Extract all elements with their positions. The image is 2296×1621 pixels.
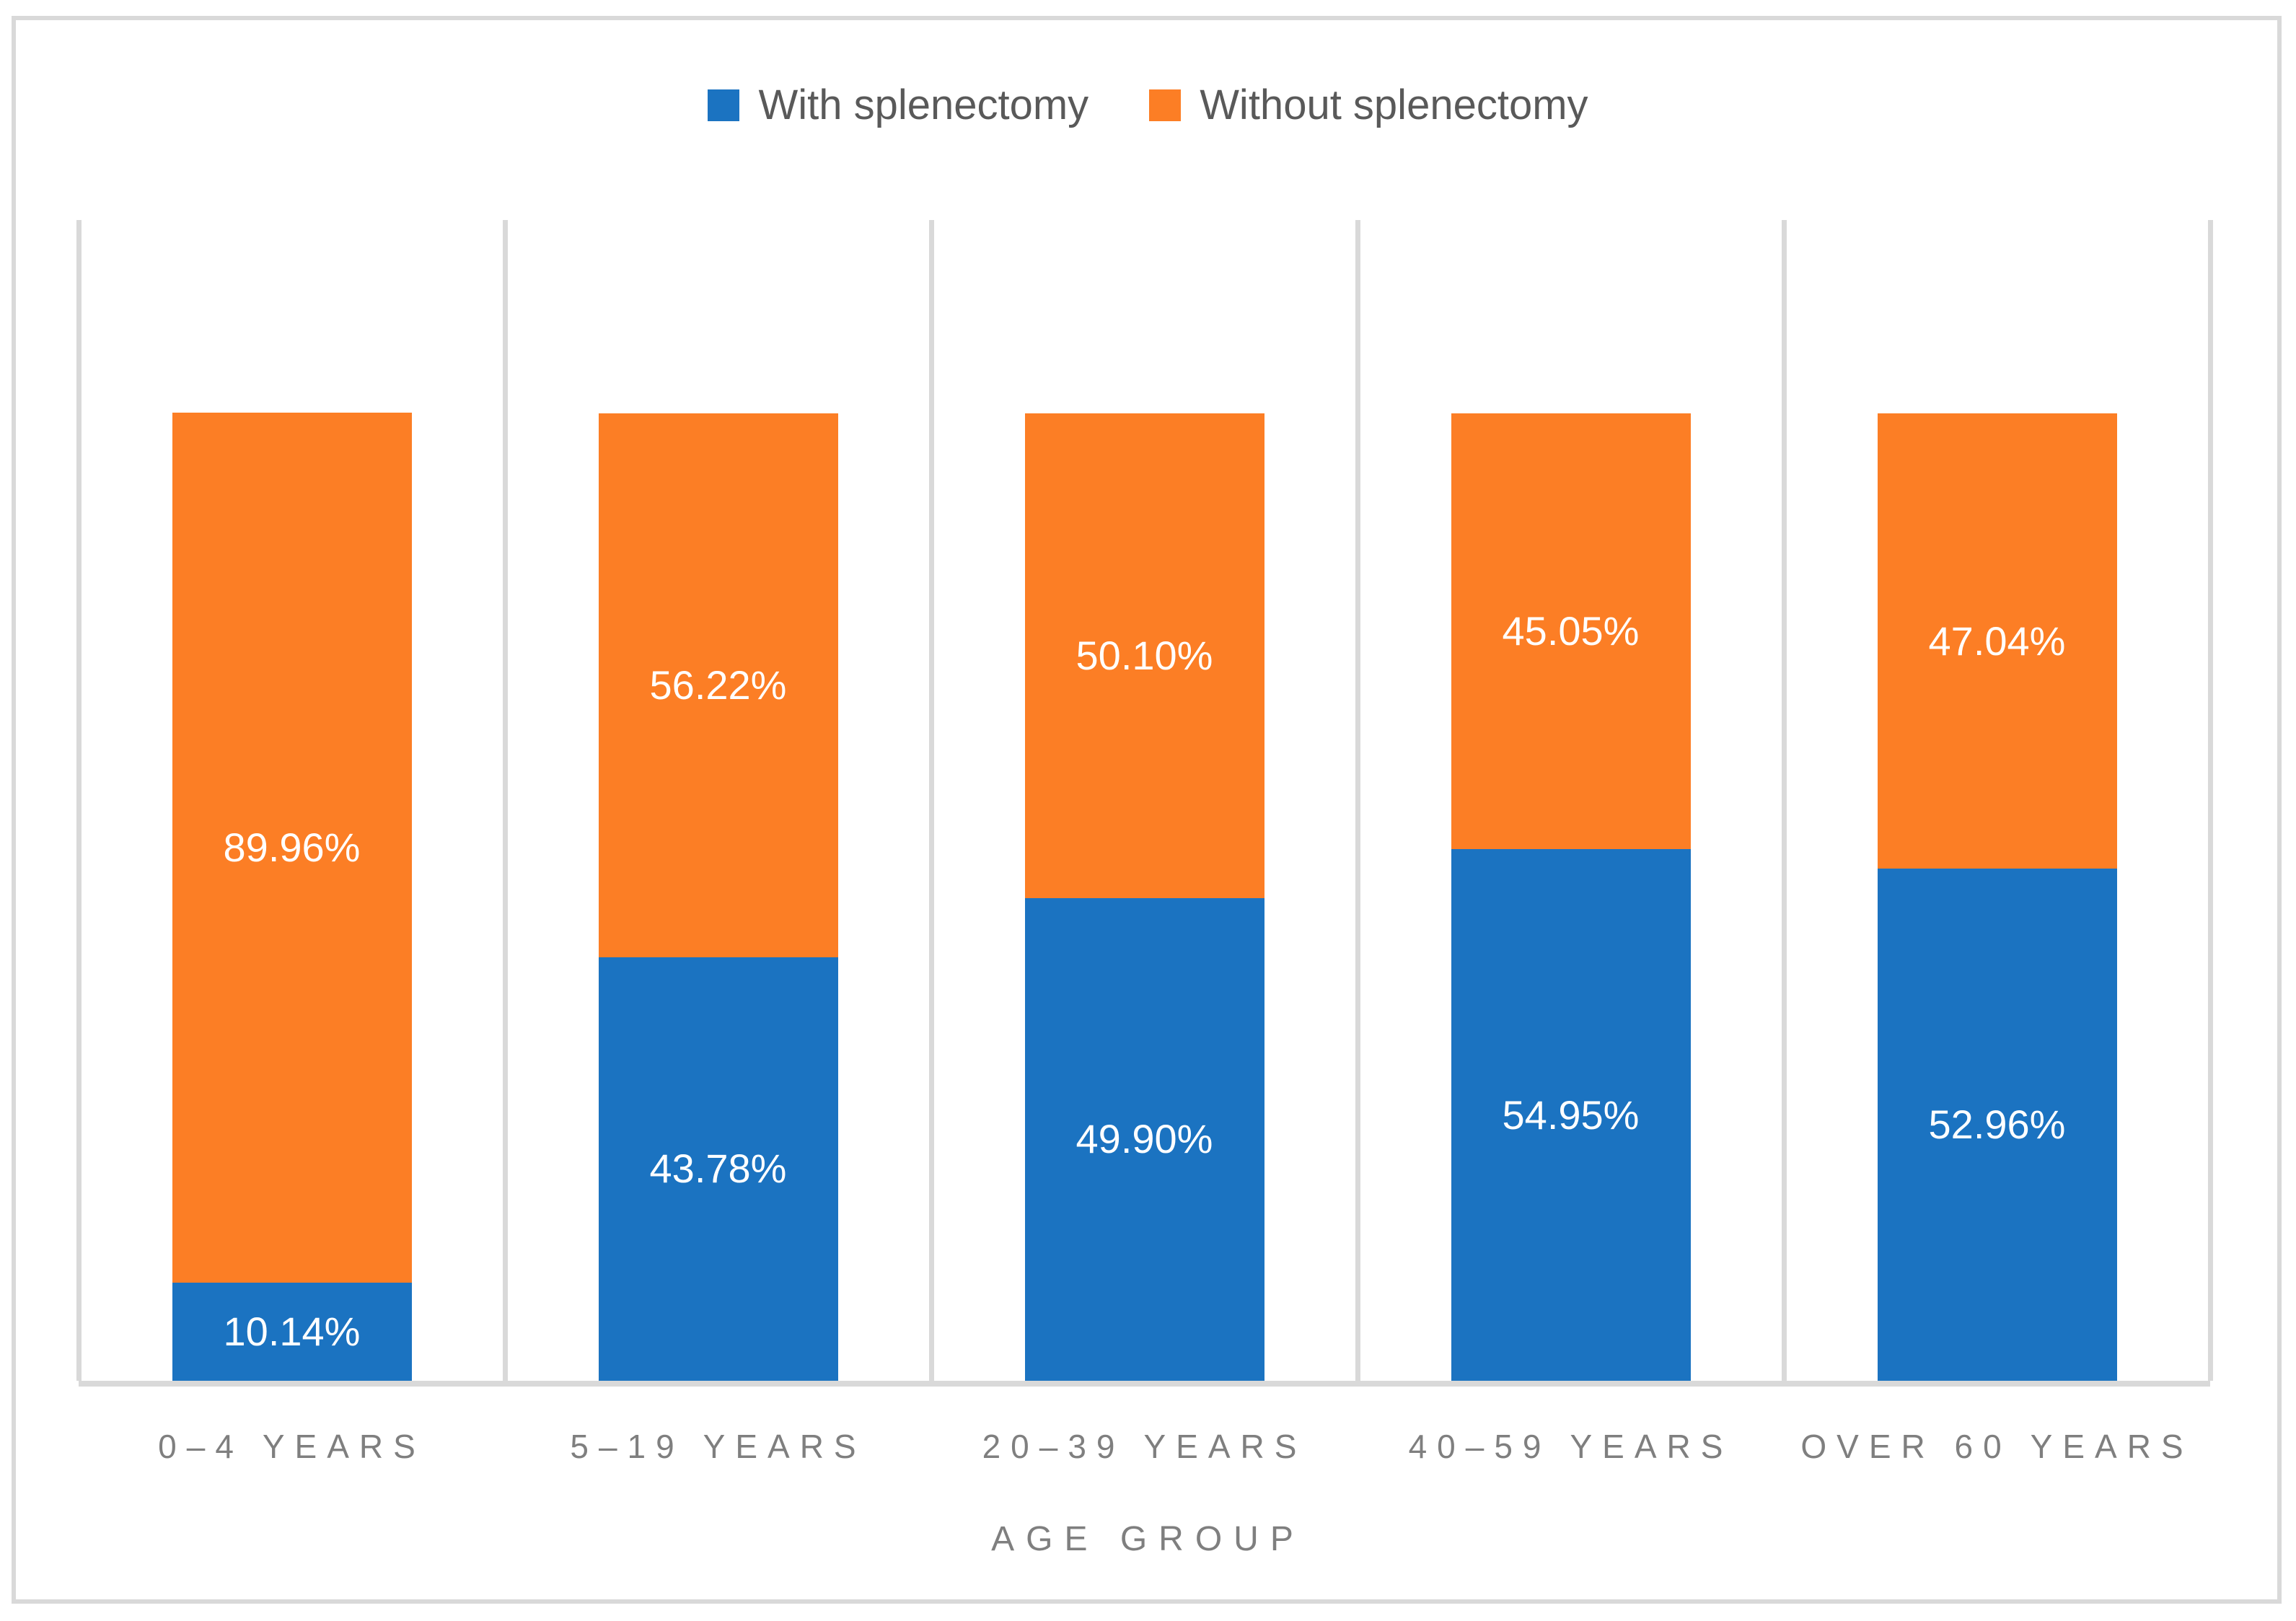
segment-with-splenectomy: 43.78%: [598, 957, 838, 1381]
category-separator-gridline: [1355, 220, 1360, 1381]
segment-with-splenectomy: 52.96%: [1877, 868, 2117, 1381]
data-label: 52.96%: [1928, 1101, 2066, 1147]
plot-area: 89.96% 10.14% 56.22% 43.78% 50.10% 49.90% 45.0…: [76, 220, 2213, 1387]
data-label: 89.96%: [223, 824, 361, 870]
data-label: 49.90%: [1076, 1116, 1213, 1162]
legend-item-without-splenectomy: Without splenectomy: [1149, 84, 1588, 126]
category-label: 0–4 YEARS: [158, 1428, 426, 1465]
segment-without-splenectomy: 56.22%: [598, 413, 838, 957]
category-label: 5–19 YEARS: [570, 1428, 866, 1465]
blue-square-icon: [708, 89, 740, 121]
segment-without-splenectomy: 47.04%: [1877, 413, 2117, 869]
segment-without-splenectomy: 50.10%: [1024, 413, 1264, 898]
segment-without-splenectomy: 89.96%: [172, 412, 412, 1283]
data-label: 56.22%: [649, 662, 787, 708]
stacked-bar-over-60-years: 47.04% 52.96%: [1877, 413, 2117, 1381]
data-label: 43.78%: [649, 1146, 787, 1192]
data-label: 50.10%: [1076, 633, 1213, 679]
segment-without-splenectomy: 45.05%: [1451, 413, 1691, 850]
data-label: 10.14%: [223, 1309, 361, 1355]
category-separator-gridline: [502, 220, 508, 1381]
stacked-bar-20-39-years: 50.10% 49.90%: [1024, 413, 1264, 1381]
category-separator-gridline: [1781, 220, 1787, 1381]
category-axis-labels: 0–4 YEARS 5–19 YEARS 20–39 YEARS 40–59 YEAR…: [0, 1421, 2296, 1472]
legend-item-with-splenectomy: With splenectomy: [708, 84, 1088, 126]
segment-with-splenectomy: 54.95%: [1451, 849, 1691, 1381]
category-separator-gridline: [928, 220, 934, 1381]
data-label: 45.05%: [1502, 608, 1640, 654]
category-label: 20–39 YEARS: [982, 1428, 1307, 1465]
data-label: 54.95%: [1502, 1091, 1640, 1138]
category-label: 40–59 YEARS: [1408, 1428, 1733, 1465]
segment-with-splenectomy: 10.14%: [172, 1283, 412, 1381]
legend-label: With splenectomy: [758, 82, 1089, 128]
stacked-bar-40-59-years: 45.05% 54.95%: [1451, 413, 1691, 1381]
stacked-bar-0-4-years: 89.96% 10.14%: [172, 412, 412, 1381]
category-separator-gridline: [76, 220, 82, 1381]
legend-label: Without splenectomy: [1200, 82, 1588, 128]
category-label: OVER 60 YEARS: [1800, 1428, 2194, 1465]
legend: With splenectomy Without splenectomy: [0, 75, 2296, 136]
segment-with-splenectomy: 49.90%: [1024, 897, 1264, 1381]
x-axis-title: AGE GROUP: [991, 1520, 1305, 1558]
data-label: 47.04%: [1928, 618, 2066, 664]
stacked-bar-5-19-years: 56.22% 43.78%: [598, 413, 838, 1381]
x-axis-line: [79, 1381, 2210, 1387]
orange-square-icon: [1149, 89, 1182, 121]
category-separator-gridline: [2207, 220, 2213, 1381]
